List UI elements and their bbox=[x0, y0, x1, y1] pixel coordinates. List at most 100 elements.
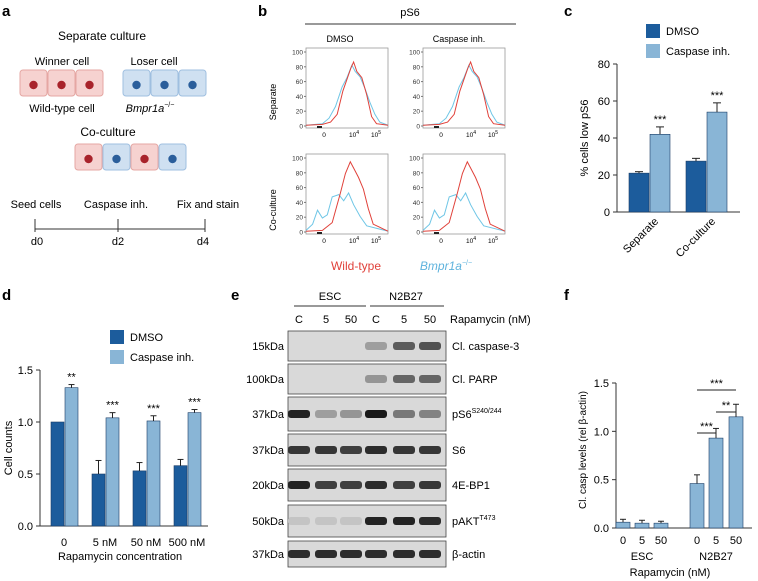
flow-x-tick-label: 0 bbox=[439, 132, 443, 139]
e-band bbox=[288, 481, 310, 489]
e-band bbox=[315, 481, 337, 489]
timeline-step-seed: Seed cells bbox=[11, 199, 62, 211]
e-band bbox=[340, 481, 362, 489]
panel-e-western-blot: ESC N2B27 C 5 50 C 5 50 Rapamycin (nM) 15kDa Cl. c… bbox=[246, 291, 531, 568]
flow-y-tick-label: 80 bbox=[296, 64, 304, 71]
f-y-tick-label: 1.0 bbox=[594, 426, 609, 438]
panel-label-c: c bbox=[564, 3, 572, 20]
d-x-axis-title: Rapamycin concentration bbox=[58, 551, 182, 563]
col-label-caspase: Caspase inh. bbox=[433, 34, 486, 44]
coculture-nucleus bbox=[140, 154, 149, 164]
flow-x-tick-label: 104 bbox=[466, 236, 476, 245]
e-band bbox=[340, 550, 362, 558]
loser-nucleus bbox=[160, 80, 169, 90]
c-bar-caspase bbox=[706, 111, 728, 213]
c-y-tick-label: 20 bbox=[598, 170, 610, 182]
flow-y-tick-label: 0 bbox=[299, 230, 303, 237]
winner-nucleus bbox=[29, 80, 38, 90]
e-kda-marker: 20kDa bbox=[252, 480, 285, 492]
e-band bbox=[288, 446, 310, 454]
flow-x-tick-label: 105 bbox=[488, 236, 498, 245]
coculture-cells bbox=[74, 143, 187, 171]
d-y-tick-label: 1.0 bbox=[18, 417, 33, 429]
flow-y-tick-label: 40 bbox=[413, 94, 421, 101]
legend-bmpr: Bmpr1a−/− bbox=[420, 259, 472, 273]
coculture-nucleus bbox=[168, 154, 177, 164]
panel-label-f: f bbox=[564, 287, 570, 304]
f-bar bbox=[708, 437, 724, 529]
flow-y-tick-label: 60 bbox=[413, 79, 421, 86]
f-significance: *** bbox=[710, 378, 724, 390]
d-legend-swatch-dmso bbox=[110, 330, 124, 344]
d-bar-caspase bbox=[146, 420, 161, 527]
e-protein-label: pS6S240/244 bbox=[452, 408, 502, 421]
winner-nucleus bbox=[85, 80, 94, 90]
e-band bbox=[365, 375, 387, 383]
c-x-tick-label: Co-culture bbox=[674, 216, 718, 260]
winner-cells bbox=[19, 69, 104, 97]
flow-y-tick-label: 80 bbox=[296, 170, 304, 177]
c-significance: *** bbox=[711, 90, 725, 102]
flow-y-tick-label: 20 bbox=[296, 215, 304, 222]
d-x-tick-label: 0 bbox=[61, 537, 67, 549]
e-band bbox=[419, 517, 441, 525]
flow-x-tick-label: 0 bbox=[439, 238, 443, 245]
panel-a: Separate culture Winner cell Loser cell … bbox=[11, 29, 240, 248]
f-x-tick-label: 50 bbox=[655, 535, 667, 547]
d-significance: *** bbox=[106, 400, 120, 412]
e-lane-label: 5 bbox=[323, 314, 329, 326]
panel-label-a: a bbox=[2, 3, 11, 20]
e-group-esc: ESC bbox=[319, 291, 342, 303]
c-significance: *** bbox=[654, 114, 668, 126]
e-band bbox=[340, 410, 362, 418]
e-band bbox=[393, 410, 415, 418]
coculture-nucleus bbox=[84, 154, 93, 164]
timeline-step-fix: Fix and stain bbox=[177, 199, 239, 211]
timeline-step-caspase: Caspase inh. bbox=[84, 199, 148, 211]
d-bar-caspase bbox=[105, 417, 120, 527]
panel-b: pS6 DMSO Caspase inh. Separate Co-cultur… bbox=[268, 7, 516, 273]
e-kda-marker: 37kDa bbox=[252, 445, 285, 457]
c-x-tick-label: Separate bbox=[621, 216, 661, 256]
e-lane-label: C bbox=[295, 314, 303, 326]
flow-curve-wildtype bbox=[305, 60, 389, 126]
e-band bbox=[315, 517, 337, 525]
e-band bbox=[365, 550, 387, 558]
flow-gate-marker bbox=[434, 126, 439, 128]
c-y-tick-label: 0 bbox=[604, 207, 610, 219]
d-legend-swatch-caspase bbox=[110, 350, 124, 364]
flow-y-tick-label: 40 bbox=[296, 200, 304, 207]
flow-y-tick-label: 0 bbox=[299, 124, 303, 131]
c-y-tick-label: 40 bbox=[598, 133, 610, 145]
e-band bbox=[288, 550, 310, 558]
d-legend-caspase: Caspase inh. bbox=[130, 352, 194, 364]
loser-cell-label: Loser cell bbox=[130, 56, 177, 68]
winner-nucleus bbox=[57, 80, 66, 90]
d-y-tick-label: 1.5 bbox=[18, 365, 33, 377]
panel-c-chart: 0 20 40 60 80 % cells low pS6 *** Separate *** Co… bbox=[579, 24, 740, 260]
panel-label-e: e bbox=[231, 287, 239, 304]
coculture-nucleus bbox=[112, 154, 121, 164]
d-bar-dmso bbox=[132, 470, 147, 527]
coculture-title: Co-culture bbox=[80, 125, 136, 139]
e-band bbox=[419, 342, 441, 350]
e-band bbox=[419, 550, 441, 558]
bmpr-genotype-label: Bmpr1a−/− bbox=[126, 102, 175, 115]
d-bar-dmso bbox=[91, 473, 106, 527]
flow-x-tick-label: 104 bbox=[466, 130, 476, 139]
e-lane-label: 5 bbox=[401, 314, 407, 326]
e-band bbox=[365, 446, 387, 454]
e-band bbox=[393, 446, 415, 454]
e-band bbox=[393, 550, 415, 558]
flow-x-tick-label: 104 bbox=[349, 236, 359, 245]
d-bar-dmso bbox=[173, 465, 188, 527]
d-x-tick-label: 5 nM bbox=[93, 537, 117, 549]
winner-cell-label: Winner cell bbox=[35, 56, 89, 68]
e-protein-label: S6 bbox=[452, 445, 465, 457]
pS6-title: pS6 bbox=[400, 7, 420, 19]
e-group-n2b27: N2B27 bbox=[389, 291, 423, 303]
d-bar-caspase bbox=[187, 412, 202, 527]
d-y-tick-label: 0.0 bbox=[18, 521, 33, 533]
e-kda-marker: 100kDa bbox=[246, 374, 285, 386]
e-treatment-label: Rapamycin (nM) bbox=[450, 314, 531, 326]
